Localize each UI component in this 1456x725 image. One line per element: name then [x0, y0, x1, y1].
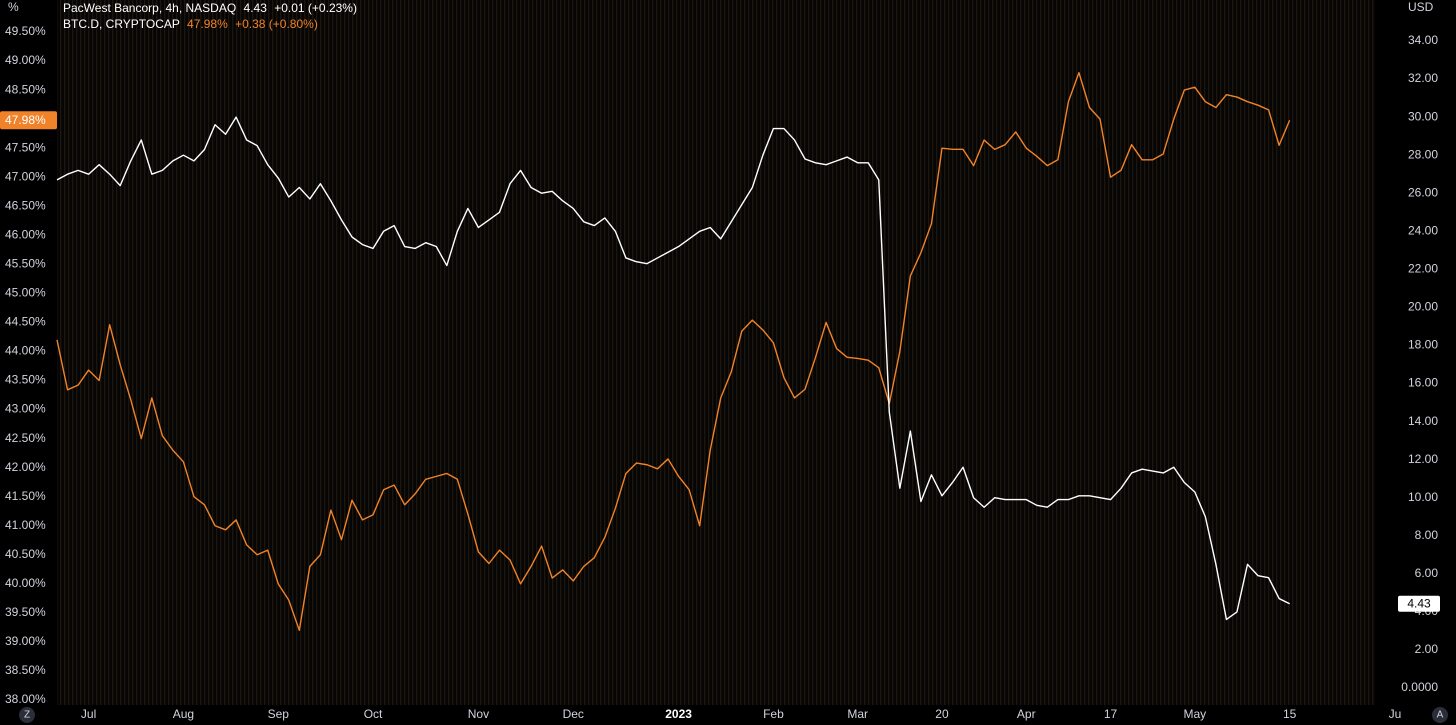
y2-tick-label: 0.0000 [1401, 680, 1438, 694]
y2-tick-label: 28.00 [1408, 147, 1438, 161]
y2-tick-label: 8.00 [1415, 528, 1439, 542]
x-tick-label: Sep [268, 707, 290, 721]
y2-tick-label: 24.00 [1408, 223, 1438, 237]
y-tick-label: 49.50% [5, 24, 46, 38]
y-tick-label: 45.50% [5, 257, 46, 271]
x-tick-label: Nov [468, 707, 489, 721]
series-line [56, 116, 1290, 621]
x-tick-label: 15 [1283, 707, 1297, 721]
y2-tick-label: 34.00 [1408, 33, 1438, 47]
y2-tick-label: 12.00 [1408, 452, 1438, 466]
legend-change: +0.01 (+0.23%) [274, 1, 357, 15]
y2-tick-label: 32.00 [1408, 71, 1438, 85]
y2-tick-label: 2.00 [1415, 642, 1439, 656]
y-tick-label: 39.00% [5, 634, 46, 648]
y-tick-label: 48.50% [5, 82, 46, 96]
x-tick-label: Aug [173, 707, 194, 721]
y2-axis-unit: USD [1408, 0, 1434, 14]
x-tick-label: 20 [935, 707, 949, 721]
x-tick-label: Feb [763, 707, 784, 721]
price-tag [1398, 595, 1440, 612]
x-tick-label: 17 [1104, 707, 1118, 721]
x-tick-label: Jul [81, 707, 96, 721]
legend-change: +0.38 (+0.80%) [235, 17, 318, 31]
y2-tick-label: 10.00 [1408, 490, 1438, 504]
x-tick-label: Ju [1389, 707, 1402, 721]
legend-name: BTC.D, CRYPTOCAP [63, 17, 180, 31]
y2-tick-label: 22.00 [1408, 262, 1438, 276]
y-tick-label: 46.00% [5, 227, 46, 241]
y-tick-label: 38.50% [5, 663, 46, 677]
price-tag-label: 47.98% [5, 113, 46, 127]
button-label[interactable]: A [1437, 710, 1444, 721]
y2-tick-label: 30.00 [1408, 109, 1438, 123]
y-tick-label: 45.00% [5, 286, 46, 300]
y-tick-label: 47.00% [5, 169, 46, 183]
x-tick-label: Mar [847, 707, 868, 721]
x-tick-label: May [1183, 707, 1206, 721]
legend-last: 47.98% [187, 17, 228, 31]
legend-row: PacWest Bancorp, 4h, NASDAQ 4.43 +0.01 (… [63, 1, 357, 15]
button[interactable] [19, 707, 35, 723]
y-axis-unit: % [8, 0, 19, 14]
button[interactable] [1432, 707, 1448, 723]
price-tag [0, 111, 57, 130]
y2-tick-label: 16.00 [1408, 376, 1438, 390]
series-line [56, 71, 1291, 631]
y-tick-label: 44.00% [5, 344, 46, 358]
y-tick-label: 39.50% [5, 605, 46, 619]
y2-tick-label: 6.00 [1415, 566, 1439, 580]
y2-tick-label: 26.00 [1408, 185, 1438, 199]
y-tick-label: 43.00% [5, 402, 46, 416]
y-tick-label: 40.00% [5, 576, 46, 590]
legend-row: BTC.D, CRYPTOCAP 47.98% +0.38 (+0.80%) [63, 17, 318, 31]
x-tick-label: Dec [563, 707, 584, 721]
y-tick-label: 40.50% [5, 547, 46, 561]
plot-area [57, 0, 1375, 705]
y-tick-label: 47.50% [5, 140, 46, 154]
x-tick-label: Apr [1017, 707, 1036, 721]
legend-name: PacWest Bancorp, 4h, NASDAQ [63, 1, 236, 15]
y-tick-label: 46.50% [5, 198, 46, 212]
y2-tick-label: 18.00 [1408, 338, 1438, 352]
y-tick-label: 42.00% [5, 460, 46, 474]
legend-last: 4.43 [244, 1, 268, 15]
y-tick-label: 49.00% [5, 53, 46, 67]
y-tick-label: 38.00% [5, 692, 46, 706]
price-tag-label: 4.43 [1407, 596, 1431, 610]
y-tick-label: 43.50% [5, 373, 46, 387]
x-tick-label: 2023 [665, 707, 692, 721]
y-tick-label: 42.50% [5, 431, 46, 445]
y2-tick-label: 14.00 [1408, 414, 1438, 428]
y-tick-label: 44.50% [5, 315, 46, 329]
button-label[interactable]: Z [24, 710, 30, 721]
y2-tick-label: 20.00 [1408, 300, 1438, 314]
x-tick-label: Oct [364, 707, 383, 721]
y-tick-label: 41.00% [5, 518, 46, 532]
y-tick-label: 41.50% [5, 489, 46, 503]
